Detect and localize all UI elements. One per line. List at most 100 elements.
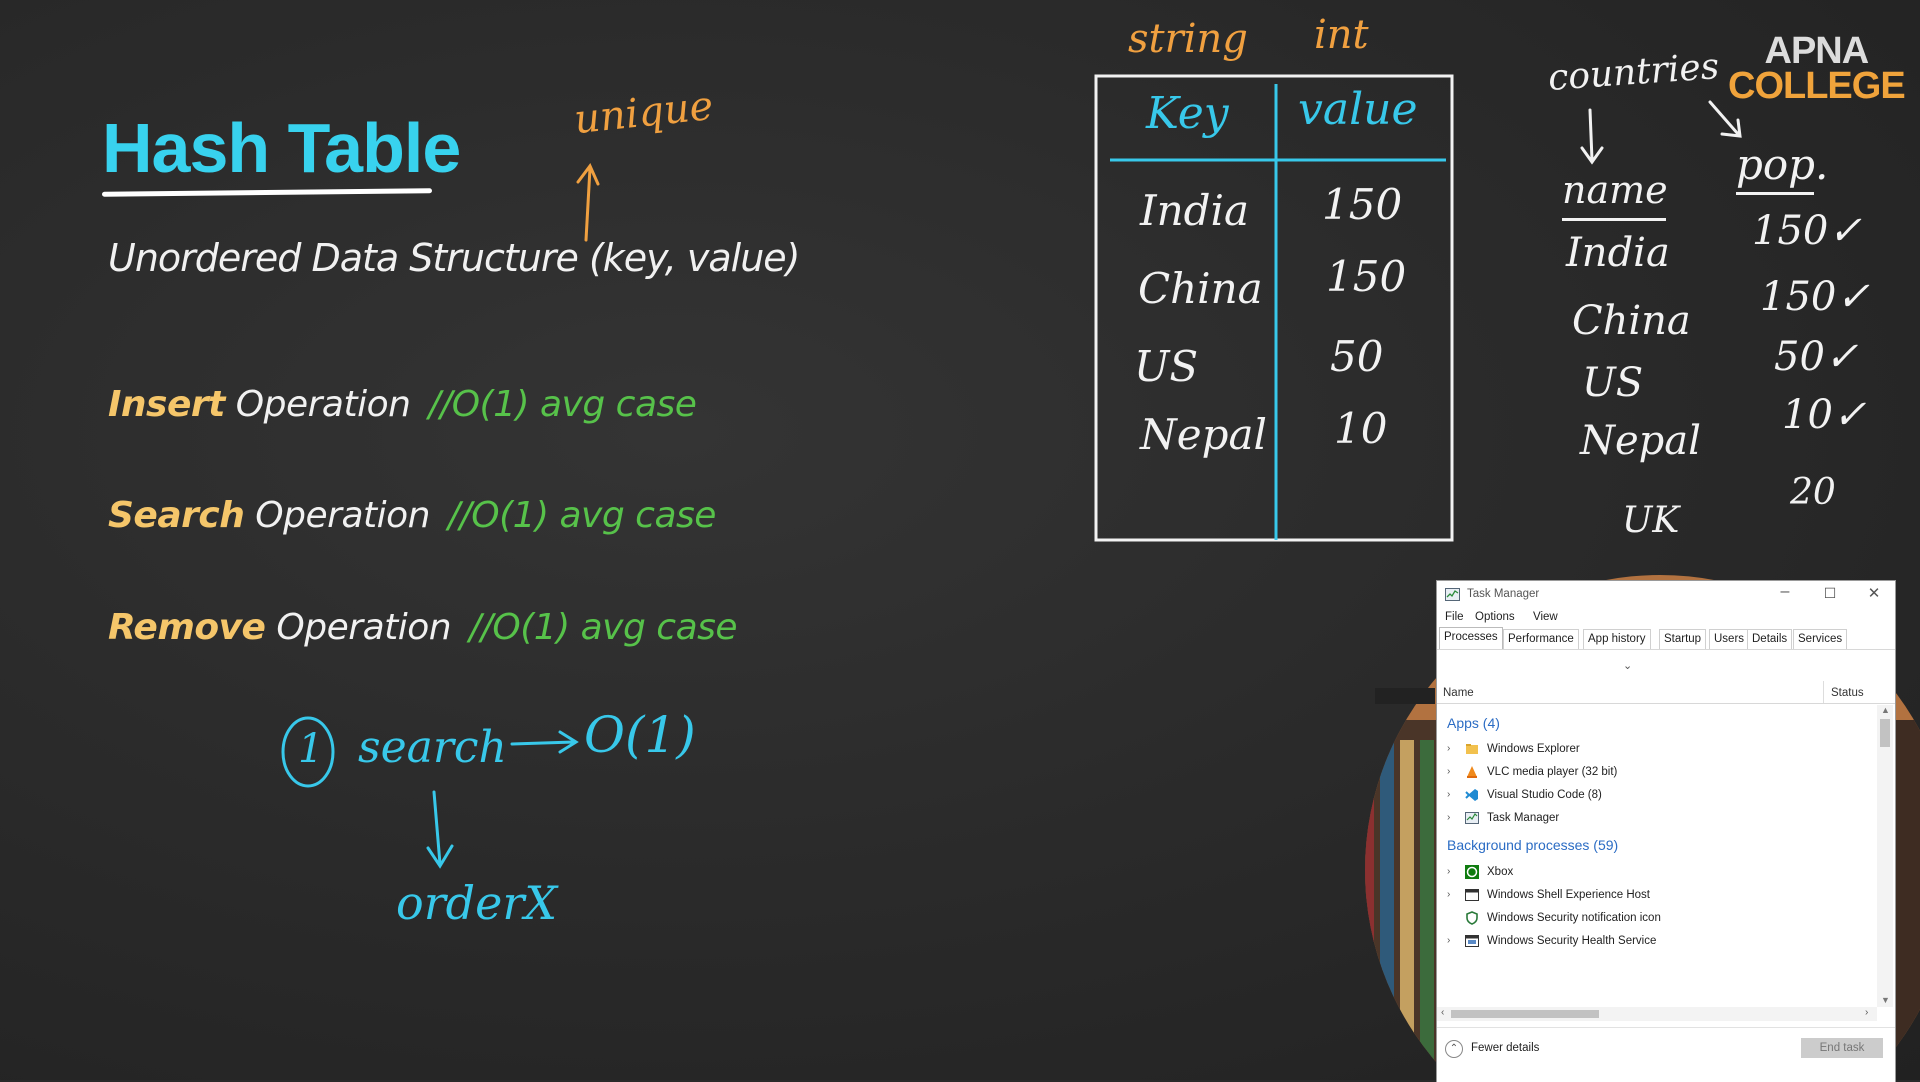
task-manager-icon — [1445, 588, 1460, 601]
sort-chevron-icon[interactable]: ⌄ — [1623, 660, 1633, 672]
vertical-scrollbar[interactable]: ▲ ▼ — [1877, 705, 1893, 1007]
key-value-table-frame — [1094, 74, 1454, 542]
expand-chevron-icon[interactable]: › — [1447, 889, 1451, 900]
table-key-cell: China — [1138, 264, 1263, 313]
table-key-cell: India — [1140, 186, 1249, 235]
process-row[interactable]: › Visual Studio Code (8) — [1437, 784, 1877, 806]
table-value-cell: 150 — [1322, 180, 1403, 229]
process-name: Windows Shell Experience Host — [1487, 889, 1650, 901]
logo-line-2: COLLEGE — [1728, 64, 1906, 107]
tab-strip: Processes Performance App history Startu… — [1437, 627, 1895, 650]
table-value-cell: 10 — [1334, 404, 1388, 453]
operation-complexity: //O(1) avg case — [469, 607, 738, 648]
expand-chevron-icon[interactable]: › — [1447, 766, 1451, 777]
expand-chevron-icon[interactable]: › — [1447, 789, 1451, 800]
menu-bar: File Options View — [1437, 609, 1895, 627]
countries-arrows — [1580, 100, 1742, 165]
circle-number: 1 — [298, 726, 324, 772]
process-name: Xbox — [1487, 866, 1514, 878]
process-row[interactable]: › Windows Explorer — [1437, 738, 1877, 760]
process-row[interactable]: Windows Security notification icon — [1437, 907, 1877, 929]
country-name: US — [1582, 360, 1644, 406]
operation-keyword: Remove — [108, 607, 266, 648]
column-status[interactable]: Status — [1831, 687, 1864, 699]
menu-file[interactable]: File — [1445, 611, 1464, 623]
tab-app-history[interactable]: App history — [1583, 629, 1651, 649]
search-word: search — [358, 722, 507, 773]
tab-details[interactable]: Details — [1747, 629, 1793, 649]
process-row[interactable]: › Windows Security Health Service — [1437, 930, 1877, 952]
expand-chevron-icon[interactable]: › — [1447, 935, 1451, 946]
scrollbar-thumb[interactable] — [1880, 719, 1890, 747]
population-value: 150✓ — [1760, 274, 1870, 320]
process-row[interactable]: › Xbox — [1437, 861, 1877, 883]
process-list: Apps (4) › Windows Explorer › VLC media … — [1437, 705, 1877, 1007]
table-header-value: value — [1298, 84, 1418, 135]
operation-keyword: Insert — [108, 384, 225, 425]
tab-performance[interactable]: Performance — [1503, 629, 1579, 649]
search-arrow — [510, 730, 579, 754]
process-row[interactable]: › Task Manager — [1437, 807, 1877, 829]
process-name: Visual Studio Code (8) — [1487, 789, 1602, 801]
process-row[interactable]: › Windows Shell Experience Host — [1437, 884, 1877, 906]
process-name: Windows Explorer — [1487, 743, 1580, 755]
menu-options[interactable]: Options — [1475, 611, 1515, 623]
horizontal-scrollbar[interactable]: ‹ › — [1437, 1007, 1877, 1021]
population-value: 10✓ — [1782, 392, 1867, 438]
shield-icon — [1466, 911, 1478, 925]
operation-keyword: Search — [108, 495, 245, 536]
tab-processes[interactable]: Processes — [1439, 627, 1503, 649]
table-header-key: Key — [1146, 88, 1229, 139]
country-name: Nepal — [1580, 418, 1701, 464]
table-value-cell: 50 — [1330, 332, 1384, 381]
vlc-icon — [1467, 766, 1477, 778]
scroll-down-icon[interactable]: ▼ — [1881, 995, 1890, 1005]
remove-operation: Remove Operation //O(1) avg case — [108, 607, 738, 648]
expand-chevron-icon[interactable]: › — [1447, 866, 1451, 877]
maximize-button[interactable]: ☐ — [1823, 585, 1837, 601]
tab-users[interactable]: Users — [1709, 629, 1750, 649]
scroll-right-icon[interactable]: › — [1865, 1007, 1869, 1018]
close-button[interactable]: ✕ — [1867, 585, 1881, 602]
expand-chevron-icon[interactable]: › — [1447, 743, 1451, 754]
window-icon — [1465, 935, 1479, 947]
collapse-chevron-icon[interactable]: ⌃ — [1445, 1040, 1463, 1058]
table-key-cell: US — [1134, 342, 1199, 391]
window-title: Task Manager — [1467, 588, 1540, 600]
expand-chevron-icon[interactable]: › — [1447, 812, 1451, 823]
name-underline — [1562, 218, 1666, 221]
operation-word: Operation — [224, 384, 411, 425]
slide-title: Hash Table — [102, 109, 461, 187]
apps-section-header[interactable]: Apps (4) — [1447, 715, 1500, 731]
int-note: int — [1314, 12, 1369, 58]
population-value: 50✓ — [1774, 334, 1859, 380]
scrollbar-thumb[interactable] — [1451, 1010, 1599, 1018]
logo-line-1: APNA — [1764, 30, 1870, 72]
footer-bar: ⌃ Fewer details End task — [1437, 1027, 1895, 1082]
process-name: Windows Security notification icon — [1487, 912, 1661, 924]
column-header-row: Name Status — [1437, 681, 1895, 704]
column-divider[interactable] — [1823, 681, 1824, 703]
name-header: name — [1562, 168, 1668, 212]
fewer-details-link[interactable]: Fewer details — [1471, 1042, 1540, 1054]
task-manager-icon — [1465, 812, 1479, 824]
scroll-up-icon[interactable]: ▲ — [1881, 705, 1890, 715]
circle-mark — [281, 716, 335, 788]
menu-view[interactable]: View — [1533, 611, 1558, 623]
country-name: China — [1572, 298, 1691, 344]
tab-startup[interactable]: Startup — [1659, 629, 1707, 649]
vscode-icon — [1465, 789, 1478, 801]
operation-word: Operation — [265, 607, 452, 648]
operation-complexity: //O(1) avg case — [428, 384, 697, 425]
minimize-button[interactable]: – — [1780, 583, 1790, 600]
scroll-left-icon[interactable]: ‹ — [1441, 1007, 1445, 1018]
tab-services[interactable]: Services — [1793, 629, 1848, 649]
population-value: 150✓ — [1752, 208, 1862, 254]
country-name: India — [1566, 230, 1670, 276]
column-name[interactable]: Name — [1443, 687, 1474, 699]
background-section-header[interactable]: Background processes (59) — [1447, 837, 1619, 853]
end-task-button[interactable]: End task — [1801, 1038, 1883, 1058]
process-row[interactable]: › VLC media player (32 bit) — [1437, 761, 1877, 783]
order-arrow — [426, 790, 454, 869]
search-complexity: O(1) — [584, 706, 696, 764]
